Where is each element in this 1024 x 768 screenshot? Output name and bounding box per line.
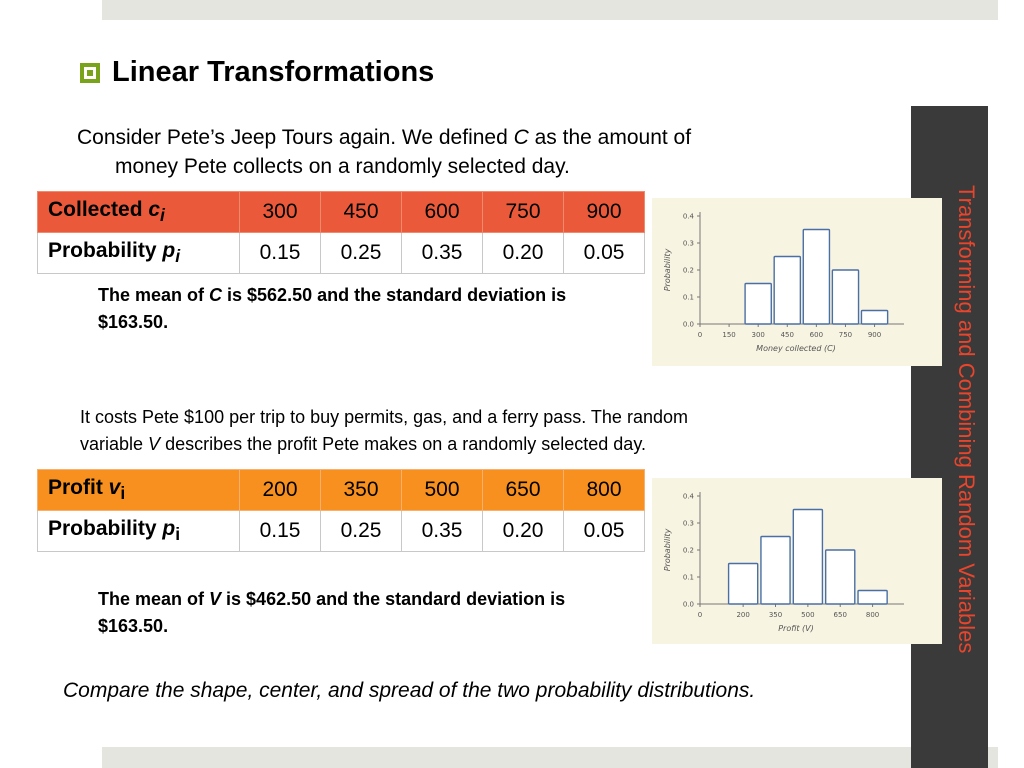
y-tick-label: 0.4 xyxy=(683,213,695,221)
slide-heading: Linear Transformations xyxy=(80,56,434,89)
collected-distribution-table: Collected ci 300 450 600 750 900 Probabi… xyxy=(37,191,645,274)
x-tick-label: 200 xyxy=(736,611,749,619)
row-label: Collected ci xyxy=(37,191,240,233)
y-tick-label: 0.3 xyxy=(683,240,694,248)
table-cell: 0.20 xyxy=(482,232,564,274)
cost-text-line1: It costs Pete $100 per trip to buy permi… xyxy=(80,407,688,427)
histogram-bar xyxy=(792,508,824,605)
y-tick-label: 0.2 xyxy=(683,267,694,275)
histogram-svg: 0.0 0.1 0.2 0.3 0.4 0 150 300 450 600 750 900 Money … xyxy=(663,212,904,353)
side-title: Transforming and Combining Random Variab… xyxy=(954,185,979,654)
table-cell: 800 xyxy=(563,469,645,511)
histogram-bar xyxy=(760,535,791,605)
table-cell: 0.25 xyxy=(320,510,402,552)
square-bullet-icon xyxy=(80,62,100,83)
table-row: Probability pi 0.15 0.25 0.35 0.20 0.05 xyxy=(37,510,645,552)
histogram-bar xyxy=(857,589,888,605)
intro-paragraph: Consider Pete’s Jeep Tours again. We def… xyxy=(77,123,877,181)
y-tick-label: 0.0 xyxy=(683,321,694,329)
table-cell: 900 xyxy=(563,191,645,233)
histogram-bar xyxy=(824,549,856,605)
x-tick-label: 650 xyxy=(834,611,847,619)
histogram-money-collected: 0.0 0.1 0.2 0.3 0.4 0 150 300 450 600 750 900 Money … xyxy=(652,198,942,366)
table-cell: 750 xyxy=(482,191,564,233)
y-axis-label: Probability xyxy=(663,528,672,571)
x-tick-label: 0 xyxy=(698,611,702,619)
table-cell: 0.05 xyxy=(563,232,645,274)
compare-prompt: Compare the shape, center, and spread of… xyxy=(63,679,756,702)
table-cell: 450 xyxy=(320,191,402,233)
histogram-bar xyxy=(831,269,860,325)
intro-variable: C xyxy=(513,126,529,149)
cost-paragraph: It costs Pete $100 per trip to buy permi… xyxy=(80,407,688,454)
y-axis-label: Probability xyxy=(663,248,672,291)
table-row: Profit vi 200 350 500 650 800 xyxy=(37,469,645,511)
table-cell: 650 xyxy=(482,469,564,511)
table-cell: 300 xyxy=(239,191,321,233)
y-tick-label: 0.3 xyxy=(683,520,694,528)
table-cell: 200 xyxy=(239,469,321,511)
y-tick-label: 0.0 xyxy=(683,601,694,609)
x-tick-label: 900 xyxy=(868,331,881,339)
x-tick-label: 750 xyxy=(839,331,852,339)
row-label: Profit vi xyxy=(37,469,240,511)
intro-text-b: as the amount of xyxy=(528,126,692,149)
x-tick-label: 300 xyxy=(751,331,764,339)
table-cell: 0.35 xyxy=(401,232,483,274)
bottom-decor-bar xyxy=(102,747,998,768)
profit-distribution-table: Profit vi 200 350 500 650 800 Probabilit… xyxy=(37,469,645,552)
histogram-bar xyxy=(802,228,831,325)
table-cell: 0.15 xyxy=(239,232,321,274)
table-cell: 600 xyxy=(401,191,483,233)
table-cell: 0.25 xyxy=(320,232,402,274)
intro-text-a: Consider Pete’s Jeep Tours again. We def… xyxy=(77,126,514,149)
intro-text-line2: money Pete collects on a randomly select… xyxy=(115,155,570,178)
y-tick-label: 0.4 xyxy=(683,493,695,501)
x-tick-label: 0 xyxy=(698,331,702,339)
table-cell: 500 xyxy=(401,469,483,511)
row-label: Probability pi xyxy=(37,232,240,274)
histogram-bar xyxy=(727,562,759,605)
row-label: Probability pi xyxy=(37,510,240,552)
histogram-bar xyxy=(773,255,802,325)
table-cell: 0.35 xyxy=(401,510,483,552)
y-tick-label: 0.1 xyxy=(683,574,694,582)
table-row: Probability pi 0.15 0.25 0.35 0.20 0.05 xyxy=(37,232,645,274)
mean-statement-c: The mean of C is $562.50 and the standar… xyxy=(98,285,567,332)
histogram-bar xyxy=(744,282,772,325)
x-tick-label: 150 xyxy=(722,331,735,339)
histogram-profit: 0.0 0.1 0.2 0.3 0.4 0 200 350 500 650 800 Profit (V… xyxy=(652,478,942,644)
y-tick-label: 0.2 xyxy=(683,547,694,555)
table-cell: 350 xyxy=(320,469,402,511)
mean-statement-v: The mean of V is $462.50 and the standar… xyxy=(98,589,566,636)
heading-text: Linear Transformations xyxy=(112,56,435,88)
x-tick-label: 500 xyxy=(801,611,814,619)
x-tick-label: 800 xyxy=(866,611,879,619)
x-tick-label: 350 xyxy=(769,611,782,619)
y-tick-label: 0.1 xyxy=(683,294,694,302)
table-cell: 0.15 xyxy=(239,510,321,552)
x-axis-label: Profit (V) xyxy=(778,624,814,633)
histogram-bar xyxy=(860,309,889,325)
table-cell: 0.05 xyxy=(563,510,645,552)
table-cell: 0.20 xyxy=(482,510,564,552)
x-axis-label: Money collected (C) xyxy=(756,344,836,353)
x-tick-label: 600 xyxy=(810,331,823,339)
table-row: Collected ci 300 450 600 750 900 xyxy=(37,191,645,233)
histogram-svg: 0.0 0.1 0.2 0.3 0.4 0 200 350 500 650 800 Profit (V… xyxy=(663,492,904,633)
top-decor-bar xyxy=(102,0,998,20)
x-tick-label: 450 xyxy=(781,331,794,339)
